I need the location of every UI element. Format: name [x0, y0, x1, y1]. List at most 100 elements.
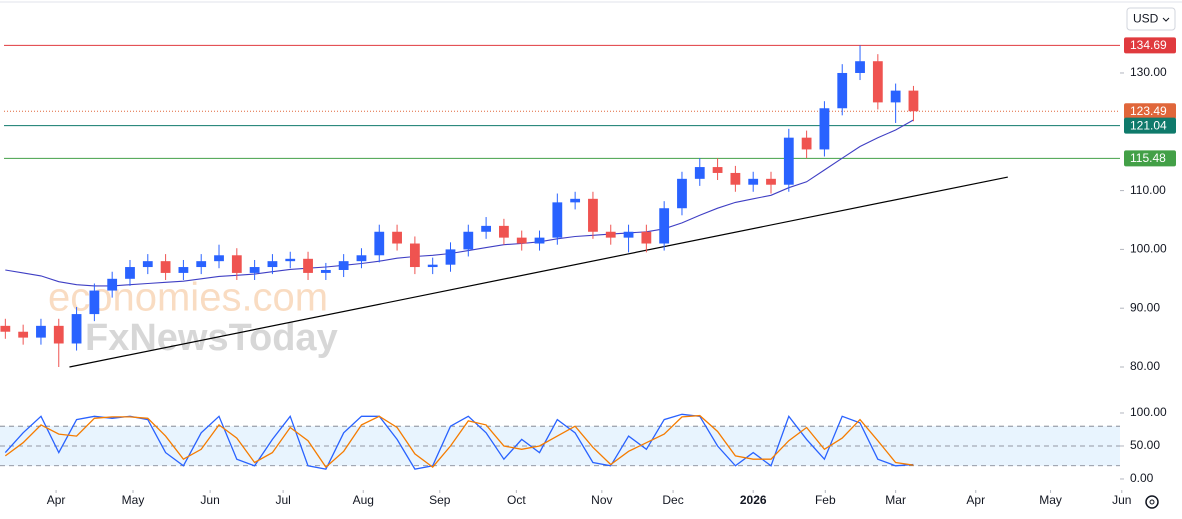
candle-body — [18, 331, 29, 338]
x-tick-label: Jul — [275, 493, 290, 507]
x-tick-label: Sep — [429, 493, 451, 507]
candle — [499, 218, 509, 245]
candle-body — [392, 231, 402, 244]
y-tick-label: 130.00 — [1130, 65, 1167, 79]
level-label-box — [1124, 37, 1176, 54]
candle-body — [409, 243, 420, 268]
candle — [516, 230, 527, 251]
candle-body — [801, 137, 812, 150]
y-tick-label: 100.00 — [1130, 242, 1167, 256]
candle-body — [285, 258, 296, 262]
x-tick-label: Oct — [507, 493, 526, 507]
candle-body — [623, 231, 634, 238]
candle — [285, 251, 296, 269]
y-tick-label: 110.00 — [1130, 183, 1166, 197]
candle-body — [160, 261, 171, 273]
watermark: economies.com FxNewsToday — [48, 276, 338, 359]
candle — [623, 224, 634, 253]
candle-body — [89, 290, 100, 315]
candle — [249, 259, 260, 280]
candle-body — [516, 237, 527, 244]
candle-body — [570, 198, 581, 203]
candle — [819, 101, 830, 157]
candle-body — [231, 255, 242, 273]
level-label: 123.49 — [1130, 104, 1167, 118]
x-tick-label: May — [122, 493, 145, 507]
candle-body — [0, 325, 11, 332]
candle-body — [605, 231, 616, 238]
candle — [534, 230, 545, 251]
settings-icon[interactable] — [1145, 495, 1159, 509]
candle — [338, 254, 349, 278]
candle — [125, 259, 135, 286]
candle — [178, 259, 189, 280]
candle — [36, 318, 46, 345]
candle-body — [855, 61, 865, 73]
candle — [694, 158, 705, 186]
candle-body — [908, 90, 919, 112]
candle — [0, 318, 11, 339]
candle-body — [356, 255, 367, 262]
x-tick-label: Apr — [966, 493, 985, 507]
candle-body — [374, 231, 385, 256]
oscillator-y-tick-label: 50.00 — [1130, 438, 1160, 452]
x-tick-label: Dec — [662, 493, 683, 507]
candle — [855, 45, 865, 81]
chevron — [1162, 17, 1170, 22]
candle-body — [142, 261, 153, 268]
candle-body — [249, 267, 260, 273]
candle — [801, 130, 812, 159]
x-tick-label: Mar — [885, 493, 906, 507]
level-label-box — [1124, 117, 1176, 134]
candle — [445, 242, 456, 272]
candle — [303, 251, 313, 280]
y-tick-label: 90.00 — [1130, 300, 1160, 314]
candle — [890, 83, 901, 123]
candle-body — [303, 258, 313, 273]
candle-body — [427, 264, 438, 268]
candle — [231, 248, 242, 280]
x-tick-label: May — [1039, 493, 1062, 507]
candle — [605, 224, 616, 245]
candle — [837, 64, 848, 116]
candle-body — [463, 231, 474, 250]
x-tick-label: Apr — [47, 493, 66, 507]
candle-body — [641, 231, 652, 244]
currency-button-box[interactable] — [1126, 7, 1176, 31]
candle-body — [819, 108, 830, 150]
candle-body — [107, 278, 118, 291]
oscillator-y-tick-label: 0.00 — [1130, 471, 1154, 485]
currency-button[interactable]: USD — [1126, 7, 1176, 31]
candle — [71, 307, 82, 351]
candle — [18, 324, 29, 345]
candle — [160, 254, 171, 280]
candle-body — [748, 178, 759, 185]
candle — [712, 158, 723, 181]
candle — [107, 271, 118, 298]
candle-body — [125, 267, 135, 279]
currency-label[interactable]: USD — [1133, 12, 1159, 26]
candle-body — [837, 72, 848, 109]
candle — [196, 254, 207, 275]
candle — [89, 283, 100, 322]
candle-body — [534, 237, 545, 244]
candle — [570, 191, 581, 210]
level-label-box — [1124, 150, 1176, 167]
oscillator-y-tick-label: 100.00 — [1130, 405, 1167, 419]
candle-body — [445, 249, 456, 265]
candle — [588, 191, 598, 239]
candle-body — [730, 172, 741, 185]
candle-body — [320, 269, 331, 273]
candle — [730, 165, 741, 192]
gear-outer[interactable] — [1145, 495, 1159, 509]
candle — [214, 244, 224, 269]
candle-body — [178, 267, 189, 273]
gear-inner[interactable] — [1149, 499, 1155, 505]
candle-body — [71, 314, 82, 344]
level-label: 115.48 — [1130, 151, 1166, 165]
moving-average — [5, 119, 914, 287]
trendline — [69, 176, 1008, 368]
candle — [409, 236, 420, 275]
